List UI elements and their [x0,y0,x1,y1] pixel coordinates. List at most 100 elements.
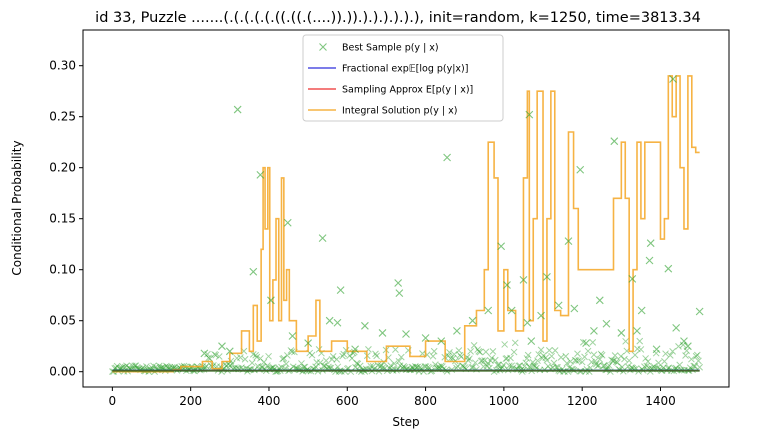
legend-label: Sampling Approx E[p(y | x)] [342,85,473,96]
best-sample-point [164,363,171,371]
best-sample-point [589,339,597,346]
best-sample-point [523,318,532,327]
best-sample-point [538,354,546,362]
best-sample-point [618,363,626,371]
best-sample-point [602,319,611,328]
best-sample-point [645,256,654,265]
best-sample-point [596,355,604,363]
best-sample-point [233,354,241,362]
best-sample-point [523,355,531,362]
best-sample-point [373,352,380,360]
best-sample-point [408,363,416,371]
best-sample-point [611,352,619,359]
best-sample-point [477,357,485,365]
best-sample-point [581,353,588,361]
best-sample-point [695,357,702,365]
best-sample-point [684,342,692,351]
best-sample-point [318,234,327,242]
best-sample-point [260,358,268,366]
best-sample-point [412,362,419,370]
best-sample-point [376,363,384,370]
best-sample-point [222,362,230,370]
best-sample-point [510,348,518,356]
best-sample-point [669,75,677,83]
best-sample-point [622,337,629,345]
best-sample-point [545,346,553,354]
best-sample-point [584,347,592,355]
best-sample-point [515,362,523,370]
x-axis-label: Step [392,415,419,429]
best-sample-point [308,351,316,359]
best-sample-point [552,363,560,371]
best-sample-point [489,348,497,355]
best-sample-point [537,346,545,354]
best-sample-point [123,362,130,370]
best-sample-point [241,355,249,363]
best-sample-point [301,363,309,371]
best-sample-point [614,359,621,366]
y-axis: 0.00 0.05 0.10 0.15 0.20 0.25 0.30 [49,59,83,379]
best-sample-point [503,281,511,289]
best-sample-point [150,362,157,370]
best-sample-point [287,347,295,354]
best-sample-point [543,272,551,281]
best-sample-point [269,363,277,371]
best-sample-point [264,362,271,370]
best-sample-point [397,353,405,361]
best-sample-point [634,345,641,353]
best-sample-point [257,355,264,362]
best-sample-point [637,306,646,315]
best-sample-point [356,362,364,370]
x-tick-label: 1400 [645,394,676,408]
best-sample-point [610,357,618,365]
best-sample-point [321,362,329,370]
best-sample-point [328,355,336,363]
best-sample-point [334,363,342,371]
best-sample-point [464,357,472,364]
chart-title: id 33, Puzzle .......(.(.(.(.(.((.((.(..… [95,10,701,26]
best-sample-point [610,137,619,146]
best-sample-point [498,363,506,371]
axes-frame [82,29,730,388]
best-sample-point [468,316,477,325]
best-sample-point [605,362,613,369]
best-sample-point [460,363,467,370]
best-sample-point [516,362,524,369]
best-sample-point [691,362,699,370]
best-sample-point [664,264,673,273]
best-sample-point [511,339,519,347]
best-sample-point [466,355,473,363]
best-sample-point [484,306,493,315]
best-sample-point [575,357,583,364]
best-sample-point [557,354,565,361]
best-sample-point [348,354,356,362]
best-sample-point [284,352,291,359]
best-sample-point [454,362,462,370]
best-sample-markers [200,75,704,358]
best-sample-point [456,351,464,359]
best-sample-point [215,353,223,360]
best-sample-point [395,357,403,365]
best-sample-point [530,362,538,369]
legend-entry: Integral Solution p(y | x) [308,106,457,117]
best-sample-point [211,350,218,358]
best-sample-point [289,363,297,371]
best-sample-point [595,296,604,305]
best-sample-point [527,337,536,345]
best-sample-point [128,362,136,370]
best-sample-point [574,350,581,358]
best-sample-point [590,327,598,335]
best-sample-point [444,352,452,360]
best-sample-point [534,357,541,365]
best-sample-point [484,360,492,367]
best-sample-point [529,358,537,366]
best-sample-point [424,363,432,371]
best-sample-point [531,362,539,370]
best-sample-point [225,347,234,356]
integral-solution-line [112,75,700,373]
best-sample-point [488,354,496,362]
best-sample-point [594,362,601,370]
best-sample-point [682,352,689,359]
best-sample-point [601,362,608,369]
x-tick-label: 400 [258,394,281,408]
